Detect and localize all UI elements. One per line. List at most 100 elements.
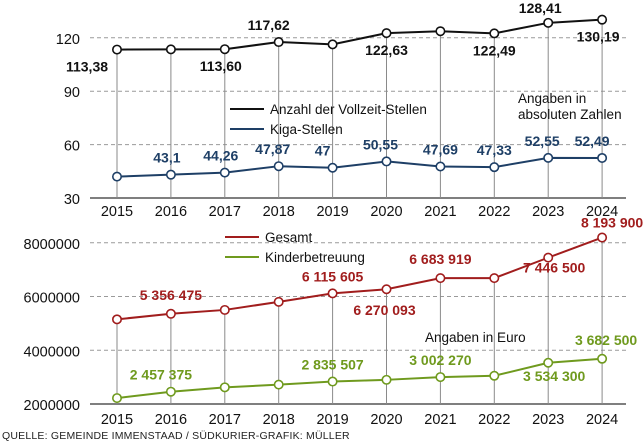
y-tick-label: 4000000 xyxy=(24,344,80,360)
data-label: 113,60 xyxy=(200,58,242,74)
data-label: 3 534 300 xyxy=(523,368,585,384)
y-tick-label: 2000000 xyxy=(24,398,80,414)
data-label: 7 446 500 xyxy=(523,260,585,276)
y-tick-label: 120 xyxy=(56,32,80,48)
data-point xyxy=(165,169,176,180)
data-point xyxy=(435,372,446,383)
data-point xyxy=(327,39,338,50)
x-tick-label: 2016 xyxy=(155,412,187,428)
data-point xyxy=(273,37,284,48)
data-point xyxy=(435,161,446,172)
x-tick-label: 2023 xyxy=(532,412,564,428)
x-tick-label: 2020 xyxy=(370,412,402,428)
data-point xyxy=(597,353,608,364)
legend-label: Kiga-Stellen xyxy=(270,122,343,137)
data-point xyxy=(273,161,284,172)
chart-note: Angaben in xyxy=(518,91,586,106)
data-point xyxy=(489,370,500,381)
data-point xyxy=(543,357,554,368)
y-tick-label: 8000000 xyxy=(24,237,80,253)
chart-note: Angaben in Euro xyxy=(425,330,526,345)
data-point xyxy=(273,379,284,390)
data-label: 130,19 xyxy=(577,29,620,45)
data-point xyxy=(273,296,284,307)
data-label: 43,1 xyxy=(153,150,180,166)
chart-note: absoluten Zahlen xyxy=(518,107,622,122)
data-label: 52,49 xyxy=(575,133,610,149)
data-label: 47,33 xyxy=(477,142,512,158)
data-point xyxy=(489,162,500,173)
data-label: 47,87 xyxy=(255,141,290,157)
series-line-2 xyxy=(116,357,603,400)
x-tick-label: 2018 xyxy=(263,204,295,220)
data-point xyxy=(165,308,176,319)
data-point xyxy=(597,152,608,163)
y-tick-label: 6000000 xyxy=(24,291,80,307)
data-point xyxy=(597,14,608,25)
data-point xyxy=(543,252,554,263)
data-point xyxy=(327,288,338,299)
data-label: 128,41 xyxy=(519,0,562,16)
data-point xyxy=(219,44,230,55)
data-point xyxy=(543,17,554,28)
data-point xyxy=(435,273,446,284)
series-line-1 xyxy=(116,236,603,321)
data-label: 122,63 xyxy=(365,42,408,58)
data-label: 52,55 xyxy=(525,133,560,149)
x-tick-label: 2015 xyxy=(101,412,133,428)
data-point xyxy=(381,156,392,167)
data-label: 47,69 xyxy=(423,142,458,158)
data-label: 117,62 xyxy=(248,17,290,33)
x-tick-label: 2021 xyxy=(424,412,456,428)
data-point xyxy=(112,44,123,55)
y-tick-label: 30 xyxy=(64,192,80,208)
y-tick-label: 90 xyxy=(64,85,80,101)
data-point xyxy=(219,382,230,393)
x-tick-label: 2016 xyxy=(155,204,187,220)
data-label: 8 193 900 xyxy=(581,215,643,231)
data-point xyxy=(381,374,392,385)
x-tick-label: 2015 xyxy=(101,204,133,220)
data-point xyxy=(219,167,230,178)
x-tick-label: 2021 xyxy=(424,204,456,220)
data-label: 3 002 270 xyxy=(409,352,471,368)
x-tick-label: 2017 xyxy=(209,204,241,220)
data-point xyxy=(543,152,554,163)
data-label: 6 683 919 xyxy=(409,251,471,267)
data-point xyxy=(112,171,123,182)
data-label: 47 xyxy=(315,143,331,159)
data-label: 6 270 093 xyxy=(353,302,415,318)
data-label: 122,49 xyxy=(473,42,516,58)
data-label: 3 682 500 xyxy=(575,332,637,348)
data-point xyxy=(435,26,446,37)
data-point xyxy=(489,273,500,284)
series-line-2 xyxy=(116,156,603,178)
x-tick-label: 2019 xyxy=(316,204,348,220)
data-point xyxy=(381,28,392,39)
data-point xyxy=(327,162,338,173)
x-tick-label: 2024 xyxy=(586,412,618,428)
x-tick-label: 2019 xyxy=(316,412,348,428)
y-tick-label: 60 xyxy=(64,139,80,155)
data-point xyxy=(597,232,608,243)
data-label: 6 115 605 xyxy=(302,268,364,284)
data-point xyxy=(327,376,338,387)
data-point xyxy=(165,44,176,55)
legend-label: Kinderbetreuung xyxy=(265,250,365,265)
data-point xyxy=(112,314,123,325)
data-label: 5 356 475 xyxy=(140,287,202,303)
data-point xyxy=(381,284,392,295)
data-label: 113,38 xyxy=(66,59,108,75)
x-tick-label: 2018 xyxy=(263,412,295,428)
data-label: 2 457 375 xyxy=(130,367,192,383)
x-tick-label: 2017 xyxy=(209,412,241,428)
data-point xyxy=(165,386,176,397)
legend-label: Anzahl der Vollzeit-Stellen xyxy=(270,102,427,117)
legend-label: Gesamt xyxy=(265,230,313,245)
data-label: 44,26 xyxy=(203,148,238,164)
x-tick-label: 2022 xyxy=(478,204,510,220)
series-line-1 xyxy=(116,18,603,51)
data-point xyxy=(112,393,123,404)
x-tick-label: 2023 xyxy=(532,204,564,220)
